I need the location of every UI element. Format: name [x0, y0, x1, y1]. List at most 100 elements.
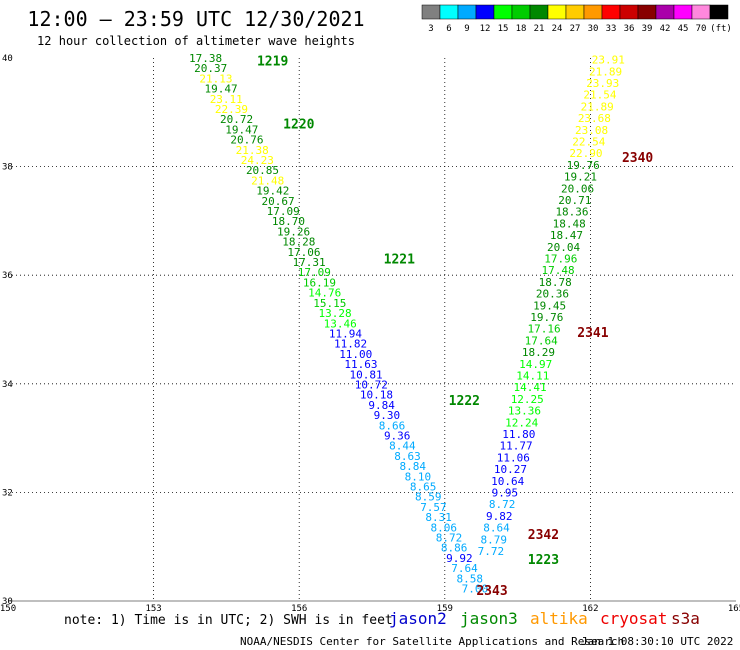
wave-height-label: 17.09: [267, 205, 300, 218]
wave-height-label: 20.67: [261, 195, 294, 208]
map-grid: [8, 58, 736, 602]
wave-height-label: 9.84: [368, 399, 395, 412]
wave-height-label: 18.29: [522, 346, 555, 359]
pass-time-label: 1222: [449, 394, 480, 409]
wave-height-label: 19.21: [564, 171, 597, 184]
footer-credit: NOAA/NESDIS Center for Satellite Applica…: [240, 635, 624, 648]
pass-time-label: 2340: [622, 151, 653, 166]
wave-height-label: 15.15: [313, 297, 346, 310]
wave-height-label: 23.08: [575, 124, 608, 137]
satellite-legend-item: s3a: [671, 609, 700, 628]
wave-height-label: 23.91: [592, 54, 625, 67]
y-tick-label: 40: [2, 54, 13, 64]
y-tick-label: 38: [2, 163, 13, 173]
satellite-legend-item: altika: [530, 609, 588, 628]
wave-height-label: 8.44: [389, 440, 416, 453]
wave-height-label: 19.47: [205, 83, 238, 96]
wave-height-label: 7.00: [462, 583, 489, 596]
wave-height-label: 23.93: [586, 77, 619, 90]
wave-height-label: 18.78: [539, 276, 572, 289]
color-scale-label: 6: [446, 24, 451, 34]
wave-height-label: 11.06: [497, 451, 530, 464]
color-scale-label: 30: [588, 24, 599, 34]
wave-height-label: 17.96: [544, 253, 577, 266]
x-tick-label: 156: [291, 604, 307, 614]
x-tick-label: 159: [437, 604, 453, 614]
wave-height-label: 8.65: [410, 480, 437, 493]
color-scale-label: 24: [552, 24, 563, 34]
wave-height-label: 17.48: [541, 264, 574, 277]
color-scale-label: 21: [534, 24, 545, 34]
color-swatch: [601, 4, 621, 20]
wave-height-label: 11.63: [344, 358, 377, 371]
wave-height-label: 11.82: [334, 338, 367, 351]
color-scale-label: 33: [606, 24, 617, 34]
wave-height-label: 20.04: [547, 241, 580, 254]
color-swatch: [529, 4, 549, 20]
color-swatch: [619, 4, 639, 20]
wave-height-label: 11.80: [502, 428, 535, 441]
pass-time-label: 1223: [528, 553, 559, 568]
wave-height-label: 9.92: [446, 552, 473, 565]
wave-height-label: 8.31: [425, 511, 452, 524]
y-tick-label: 32: [2, 488, 13, 498]
y-tick-label: 34: [2, 380, 13, 390]
wave-height-label: 17.06: [287, 246, 320, 259]
wave-height-label: 18.36: [555, 206, 588, 219]
wave-height-label: 10.64: [491, 475, 524, 488]
color-scale-label: 9: [464, 24, 469, 34]
wave-height-label: 21.38: [236, 144, 269, 157]
x-tick-label: 162: [582, 604, 598, 614]
wave-height-label: 19.76: [530, 311, 563, 324]
wave-height-label: 19.26: [277, 225, 310, 238]
wave-height-label: 12.25: [511, 393, 544, 406]
wave-height-label: 17.38: [189, 52, 222, 65]
pass-time-label: 2342: [528, 528, 559, 543]
wave-height-label: 13.28: [318, 307, 351, 320]
wave-height-label: 8.72: [489, 498, 516, 511]
color-scale-label: (ft): [710, 24, 732, 34]
wave-height-label: 23.11: [210, 93, 243, 106]
pass-time-label: 2341: [577, 326, 608, 341]
x-tick-label: 165: [728, 604, 740, 614]
x-tick-label: 150: [0, 604, 16, 614]
wave-height-label: 20.71: [558, 194, 591, 207]
wave-height-label: 8.59: [415, 491, 442, 504]
wave-height-label: 19.45: [533, 299, 566, 312]
wave-height-label: 16.19: [303, 276, 336, 289]
wave-height-label: 17.31: [293, 256, 326, 269]
color-swatch: [673, 4, 693, 20]
wave-height-label: 8.66: [379, 419, 406, 432]
wave-height-label: 22.39: [215, 103, 248, 116]
x-tick-label: 153: [145, 604, 161, 614]
wave-height-label: 11.00: [339, 348, 372, 361]
wave-height-label: 18.28: [282, 236, 315, 249]
wave-height-label: 17.09: [298, 266, 331, 279]
wave-height-label: 17.64: [525, 334, 558, 347]
wave-height-label: 10.72: [355, 378, 388, 391]
wave-height-label: 8.84: [399, 460, 426, 473]
page-title: 12:00 — 23:59 UTC 12/30/2021: [27, 7, 364, 31]
wave-height-label: 21.89: [589, 65, 622, 78]
pass-time-label: 2343: [476, 584, 507, 599]
pass-time-label: 1219: [257, 55, 288, 70]
wave-height-label: 8.64: [483, 522, 510, 535]
axis-ticks: 150 153 156 159 162 165 30 32 34 36 38 40: [0, 54, 740, 614]
satellite-legend-item: cryosat: [600, 609, 667, 628]
wave-height-label: 14.76: [308, 287, 341, 300]
wave-height-label: 8.06: [431, 521, 458, 534]
wave-height-label: 7.57: [420, 501, 447, 514]
wave-height-label: 10.27: [494, 463, 527, 476]
footer-timestamp: Jan 1 08:30:10 UTC 2022: [581, 635, 733, 648]
wave-height-label: 20.85: [246, 164, 279, 177]
wave-height-label: 22.90: [569, 147, 602, 160]
color-swatch: [709, 4, 729, 20]
color-swatch: [457, 4, 477, 20]
color-scale-legend: 3 6 9 12 15 18 21 24 27 30 33 36 39 42 45 70 (ft): [421, 4, 732, 34]
wave-height-label: 18.48: [553, 217, 586, 230]
color-scale-label: 15: [498, 24, 509, 34]
y-tick-label: 30: [2, 597, 13, 607]
color-swatch: [691, 4, 711, 20]
wave-height-label: 10.81: [350, 368, 383, 381]
